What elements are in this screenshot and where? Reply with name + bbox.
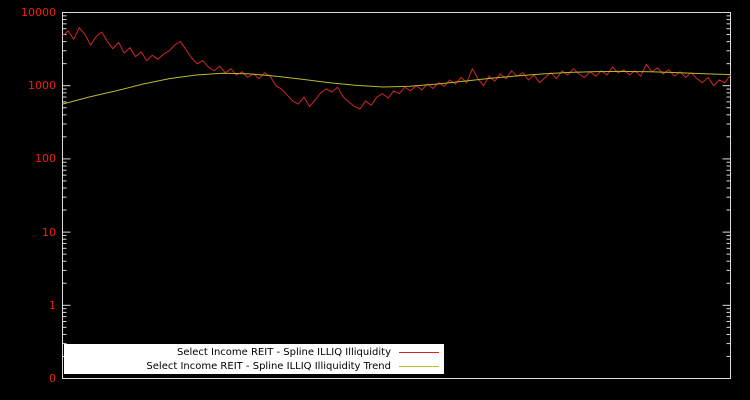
legend-entry-trend: Select Income REIT - Spline ILLIQ Illiqu… — [64, 359, 444, 373]
legend-line-sample-illiquidity — [399, 351, 439, 353]
legend-entry-illiquidity: Select Income REIT - Spline ILLIQ Illiqu… — [64, 345, 444, 359]
legend-line-sample-trend — [399, 365, 439, 367]
y-tick-label: 1 — [49, 298, 56, 312]
y-tick-label: 1000 — [28, 79, 56, 93]
legend-label-trend: Select Income REIT - Spline ILLIQ Illiqu… — [146, 360, 391, 372]
y-tick-label: 10 — [42, 225, 56, 239]
series-line-0 — [62, 26, 731, 110]
series-line-1 — [62, 70, 731, 105]
y-tick-label: 0 — [49, 372, 56, 385]
legend-label-illiquidity: Select Income REIT - Spline ILLIQ Illiqu… — [176, 346, 391, 358]
y-tick-label: 10000 — [21, 6, 56, 19]
legend: Select Income REIT - Spline ILLIQ Illiqu… — [64, 344, 444, 374]
y-tick-label: 100 — [35, 152, 56, 166]
